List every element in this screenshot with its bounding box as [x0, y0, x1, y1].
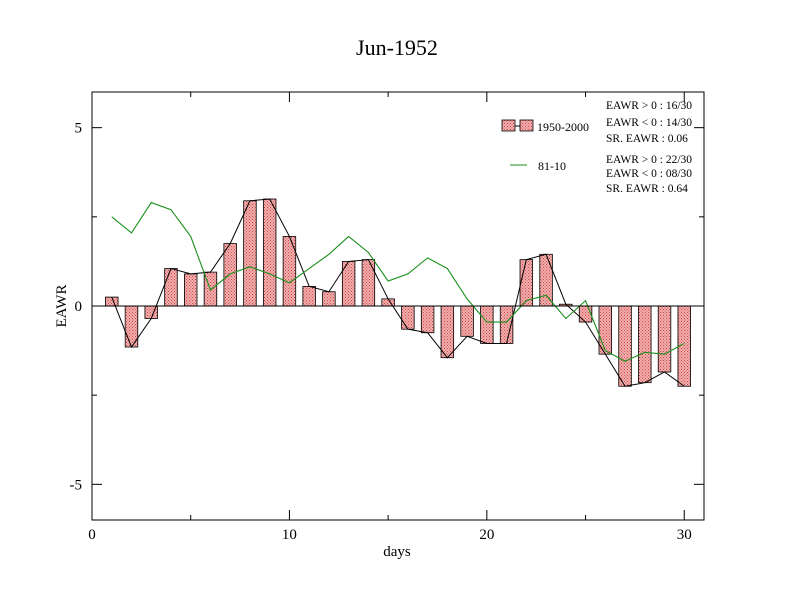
bar-day-27: [618, 305, 632, 387]
bar-day-11: [302, 285, 316, 307]
bar-day-8: [243, 200, 257, 307]
stat-sr-81-10: SR. EAWR : 0.64: [606, 183, 688, 195]
y-tick-label: 5: [75, 121, 83, 137]
x-tick-label: 20: [479, 527, 494, 543]
x-axis-label: days: [383, 544, 411, 560]
bar-day-16: [401, 305, 415, 330]
chart-title: Jun-1952: [356, 35, 438, 60]
bar-day-14: [361, 259, 376, 307]
legend: 1950-2000 81-10 EAWR > 0 : 16/30 EAWR < …: [501, 100, 692, 195]
legend-label-81-10: 81-10: [538, 159, 566, 173]
y-tick-label: -5: [70, 477, 83, 493]
stat-sr-1950-2000: SR. EAWR : 0.06: [606, 133, 688, 145]
bar-day-28: [638, 305, 652, 384]
x-tick-label: 30: [677, 527, 692, 543]
bars-1950-2000: [105, 198, 691, 387]
axes: 0 10 20 30 -5 0 5: [70, 92, 704, 543]
bar-day-29: [657, 305, 672, 373]
stat-positive-1950-2000: EAWR > 0 : 16/30: [606, 100, 692, 112]
bar-day-12: [322, 291, 336, 307]
bar-day-17: [420, 305, 435, 334]
bar-day-19: [460, 305, 474, 337]
line-1950-2000: [111, 198, 685, 387]
legend-swatch-bar-b: [519, 119, 534, 132]
stat-negative-81-10: EAWR < 0 : 08/30: [606, 168, 692, 180]
stat-positive-81-10: EAWR > 0 : 22/30: [606, 154, 692, 166]
bar-day-4: [164, 268, 178, 307]
bar-day-18: [440, 305, 455, 359]
bar-day-5: [184, 273, 198, 307]
y-axis-label: EAWR: [54, 285, 70, 328]
bar-day-25: [578, 305, 593, 323]
x-tick-label: 10: [282, 527, 297, 543]
y-tick-label: 0: [75, 299, 83, 315]
legend-label-1950-2000: 1950-2000: [537, 120, 589, 134]
line-81-10: [111, 201, 685, 362]
series-lines: [111, 198, 685, 387]
stat-negative-1950-2000: EAWR < 0 : 14/30: [606, 117, 692, 129]
legend-swatch-bar-a: [501, 119, 516, 132]
bar-day-20: [480, 305, 494, 344]
x-tick-label: 0: [88, 527, 96, 543]
bar-day-7: [223, 243, 237, 307]
bar-day-23: [539, 253, 553, 307]
bar-day-9: [262, 198, 277, 307]
